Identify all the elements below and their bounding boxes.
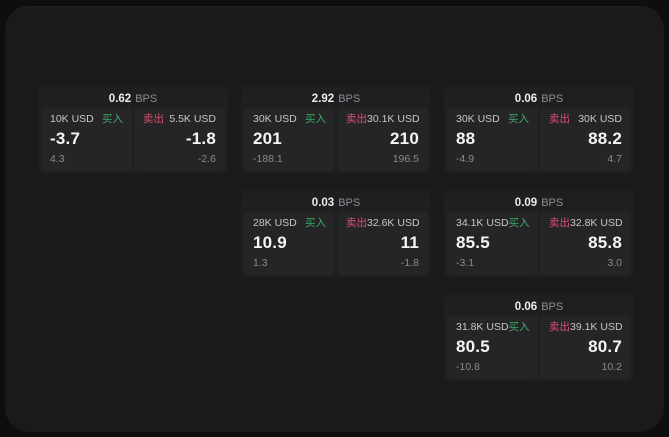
sell-value: 85.8	[588, 233, 622, 252]
sell-size: 32.8K USD	[570, 217, 623, 229]
buy-sell-panels: 28K USD 买入 10.9 1.3 卖出 32.6K USD 11 -1.8	[244, 211, 428, 275]
quote-card[interactable]: 0.09 BPS 34.1K USD 买入 85.5 -3.1 卖出 32.8K …	[444, 189, 634, 278]
bps-value: 0.06	[514, 301, 538, 313]
sell-value: 80.7	[588, 337, 622, 356]
quote-card[interactable]: 0.06 BPS 30K USD 买入 88 -4.9 卖出 30K USD 88…	[444, 85, 634, 174]
bps-header: 0.06 BPS	[447, 88, 631, 107]
sell-panel[interactable]: 卖出 30.1K USD 210 196.5	[337, 107, 428, 171]
quote-card[interactable]: 2.92 BPS 30K USD 买入 201 -188.1 卖出 30.1K U…	[241, 85, 431, 174]
buy-change: -10.8	[456, 361, 480, 373]
buy-side-label: 买入	[508, 113, 529, 125]
sell-side-label: 卖出	[549, 217, 570, 229]
sell-change: 10.2	[601, 361, 622, 373]
sell-change: 4.7	[607, 153, 622, 165]
sell-size: 30.1K USD	[367, 113, 420, 125]
buy-panel[interactable]: 10K USD 买入 -3.7 4.3	[41, 107, 132, 171]
sell-change: -1.8	[400, 257, 419, 269]
buy-panel[interactable]: 28K USD 买入 10.9 1.3	[244, 211, 335, 275]
sell-value: 11	[400, 233, 419, 252]
sell-size: 32.6K USD	[367, 217, 420, 229]
buy-panel[interactable]: 30K USD 买入 201 -188.1	[244, 107, 335, 171]
bps-value: 0.09	[514, 197, 538, 209]
bps-header: 0.62 BPS	[41, 88, 225, 107]
buy-value: 88	[456, 129, 476, 148]
sell-panel[interactable]: 卖出 5.5K USD -1.8 -2.6	[134, 107, 225, 171]
sell-value: 88.2	[588, 129, 622, 148]
buy-side-label: 买入	[305, 113, 326, 125]
buy-panel[interactable]: 31.8K USD 买入 80.5 -10.8	[447, 315, 538, 379]
buy-change: -3.1	[456, 257, 475, 269]
sell-change: 196.5	[392, 153, 419, 165]
buy-sell-panels: 30K USD 买入 88 -4.9 卖出 30K USD 88.2 4.7	[447, 107, 631, 171]
bps-header: 2.92 BPS	[244, 88, 428, 107]
bps-header: 0.03 BPS	[244, 192, 428, 211]
buy-size: 10K USD	[50, 113, 94, 125]
buy-size: 28K USD	[253, 217, 297, 229]
sell-value: -1.8	[185, 129, 216, 148]
buy-side-label: 买入	[305, 217, 326, 229]
buy-side-label: 买入	[508, 217, 530, 229]
bps-unit-label: BPS	[541, 301, 564, 313]
bps-unit-label: BPS	[541, 93, 564, 105]
sell-size: 39.1K USD	[570, 321, 623, 333]
buy-sell-panels: 30K USD 买入 201 -188.1 卖出 30.1K USD 210 1…	[244, 107, 428, 171]
buy-panel[interactable]: 30K USD 买入 88 -4.9	[447, 107, 538, 171]
bps-unit-label: BPS	[338, 197, 361, 209]
buy-value: 201	[253, 129, 282, 148]
sell-change: 3.0	[607, 257, 622, 269]
buy-value: 80.5	[456, 337, 490, 356]
bps-unit-label: BPS	[541, 197, 564, 209]
buy-sell-panels: 34.1K USD 买入 85.5 -3.1 卖出 32.8K USD 85.8…	[447, 211, 631, 275]
buy-size: 31.8K USD	[456, 321, 509, 333]
quote-card[interactable]: 0.62 BPS 10K USD 买入 -3.7 4.3 卖出 5.5K USD …	[38, 85, 228, 174]
sell-side-label: 卖出	[346, 217, 367, 229]
buy-change: -188.1	[253, 153, 283, 165]
bps-header: 0.06 BPS	[447, 296, 631, 315]
sell-side-label: 卖出	[143, 113, 164, 125]
buy-value: -3.7	[50, 129, 81, 148]
quote-card[interactable]: 0.06 BPS 31.8K USD 买入 80.5 -10.8 卖出 39.1K…	[444, 293, 634, 382]
bps-unit-label: BPS	[338, 93, 361, 105]
sell-panel[interactable]: 卖出 30K USD 88.2 4.7	[540, 107, 631, 171]
sell-change: -2.6	[197, 153, 216, 165]
buy-size: 30K USD	[253, 113, 297, 125]
buy-panel[interactable]: 34.1K USD 买入 85.5 -3.1	[447, 211, 538, 275]
bps-value: 0.62	[108, 93, 132, 105]
buy-side-label: 买入	[508, 321, 530, 333]
buy-sell-panels: 31.8K USD 买入 80.5 -10.8 卖出 39.1K USD 80.…	[447, 315, 631, 379]
buy-change: 4.3	[50, 153, 65, 165]
sell-panel[interactable]: 卖出 32.8K USD 85.8 3.0	[540, 211, 631, 275]
buy-side-label: 买入	[102, 113, 123, 125]
sell-size: 5.5K USD	[169, 113, 216, 125]
sell-side-label: 卖出	[346, 113, 367, 125]
bps-value: 0.06	[514, 93, 538, 105]
sell-side-label: 卖出	[549, 113, 570, 125]
buy-sell-panels: 10K USD 买入 -3.7 4.3 卖出 5.5K USD -1.8 -2.…	[41, 107, 225, 171]
quote-card[interactable]: 0.03 BPS 28K USD 买入 10.9 1.3 卖出 32.6K USD…	[241, 189, 431, 278]
buy-value: 85.5	[456, 233, 490, 252]
buy-change: 1.3	[253, 257, 268, 269]
buy-change: -4.9	[456, 153, 475, 165]
sell-side-label: 卖出	[549, 321, 570, 333]
bps-header: 0.09 BPS	[447, 192, 631, 211]
bps-unit-label: BPS	[135, 93, 158, 105]
buy-size: 30K USD	[456, 113, 500, 125]
bps-value: 0.03	[311, 197, 335, 209]
sell-panel[interactable]: 卖出 32.6K USD 11 -1.8	[337, 211, 428, 275]
sell-value: 210	[390, 129, 419, 148]
bps-value: 2.92	[311, 93, 335, 105]
sell-panel[interactable]: 卖出 39.1K USD 80.7 10.2	[540, 315, 631, 379]
buy-value: 10.9	[253, 233, 287, 252]
sell-size: 30K USD	[578, 113, 622, 125]
buy-size: 34.1K USD	[456, 217, 509, 229]
